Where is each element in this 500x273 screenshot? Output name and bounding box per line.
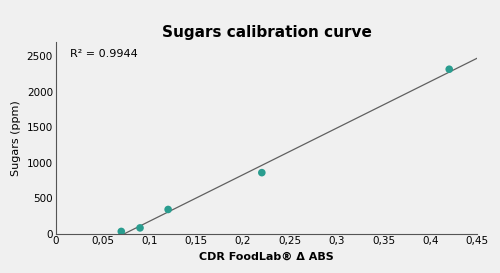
Point <box>164 207 172 212</box>
Y-axis label: Sugars (ppm): Sugars (ppm) <box>11 100 21 176</box>
Text: R² = 0.9944: R² = 0.9944 <box>70 49 138 59</box>
Point <box>445 67 453 72</box>
Point <box>118 229 126 234</box>
Point <box>258 170 266 175</box>
X-axis label: CDR FoodLab® Δ ABS: CDR FoodLab® Δ ABS <box>199 252 334 262</box>
Point <box>136 226 144 230</box>
Title: Sugars calibration curve: Sugars calibration curve <box>162 25 372 40</box>
